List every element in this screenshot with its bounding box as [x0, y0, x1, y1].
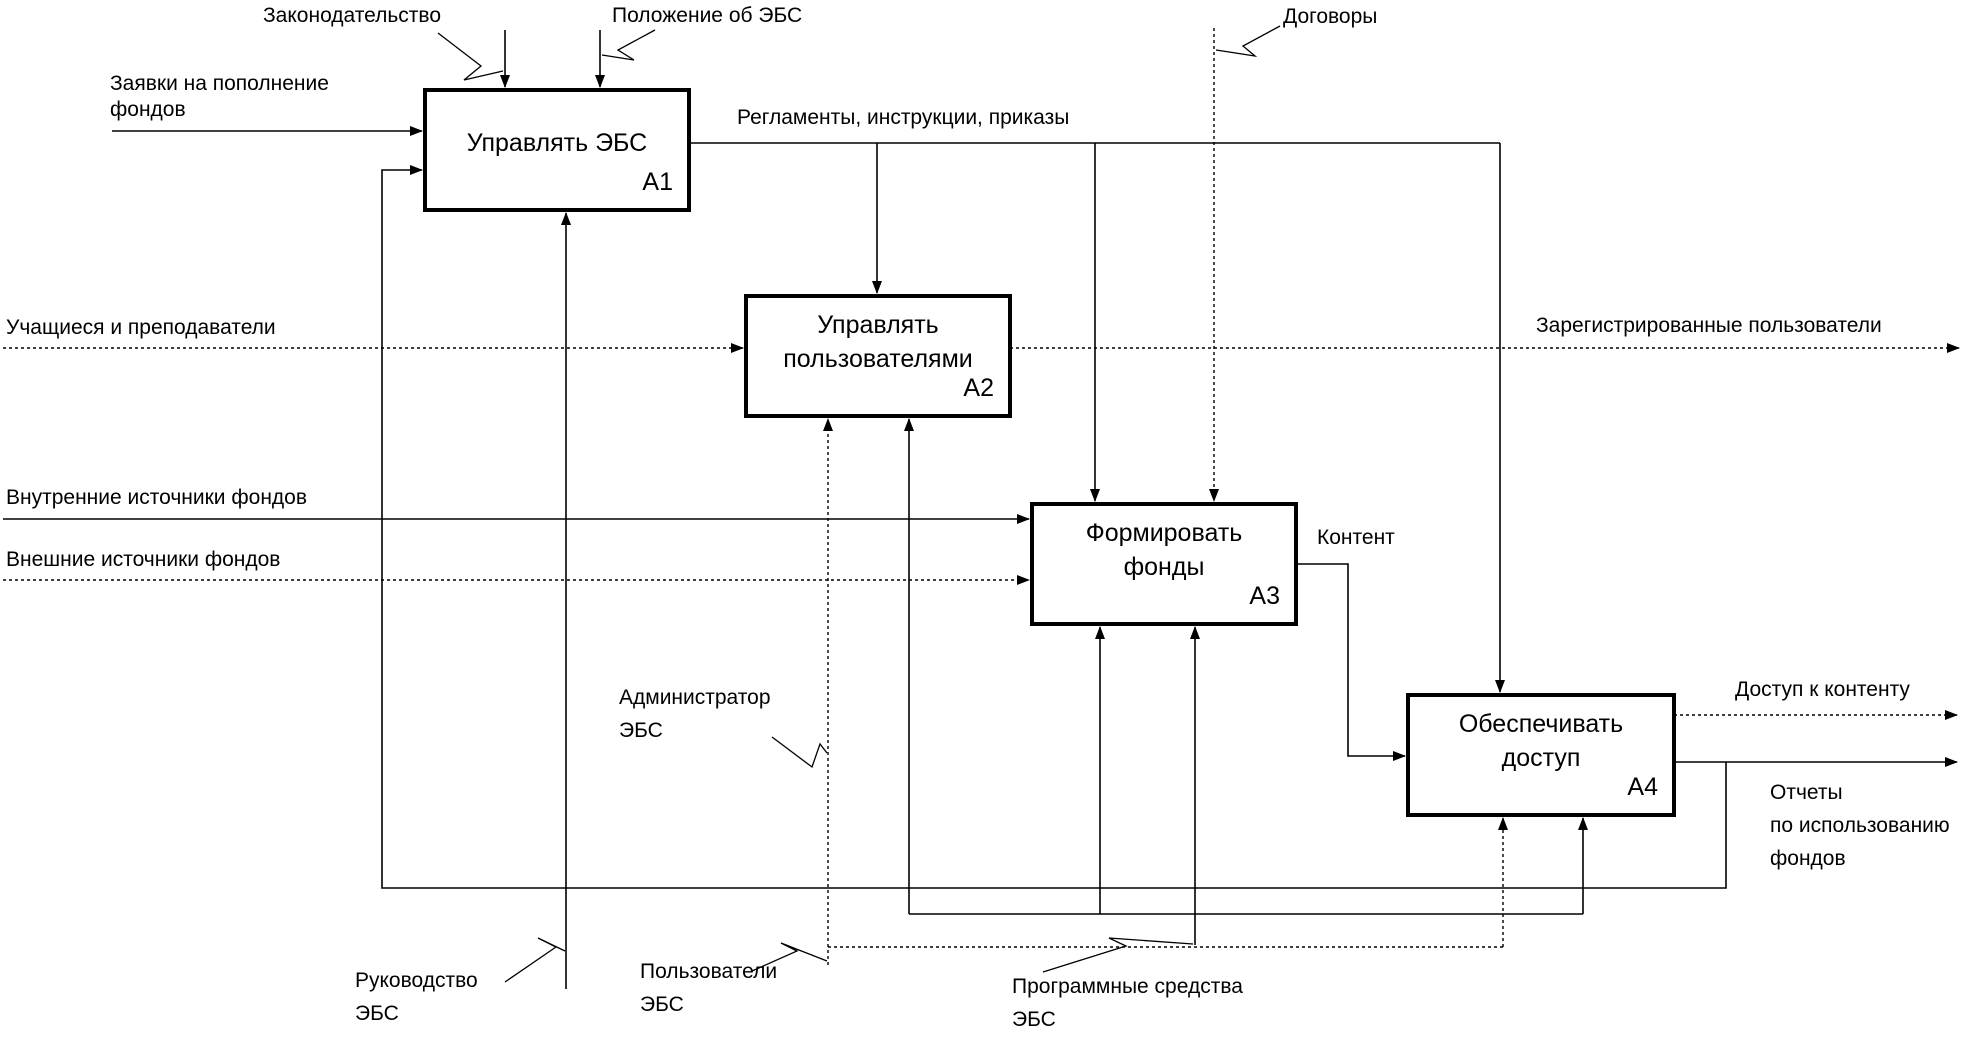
activity-box-a2	[744, 294, 1012, 418]
arrow-shared-mechanism	[904, 418, 1588, 915]
squiggle-contracts	[1215, 25, 1281, 57]
arrow-regulations	[689, 142, 1505, 693]
label-users-line2: ЭБС	[640, 993, 684, 1016]
activity-a2-code: А2	[963, 374, 994, 402]
label-external-sources: Внешние источники фондов	[6, 548, 281, 571]
label-replenish-line2: фондов	[110, 98, 186, 121]
arrow-software-mechanism	[1042, 626, 1200, 973]
squiggle-legislation	[437, 32, 504, 81]
arrow-management-mechanism	[504, 212, 571, 989]
activity-a3-title-line2: фонды	[1123, 553, 1205, 581]
squiggle-ebs-regulation	[601, 29, 656, 61]
label-replenish-line1: Заявки на пополнение	[110, 72, 329, 95]
label-management-line2: ЭБС	[355, 1002, 399, 1025]
activity-a4-title-line2: доступ	[1501, 744, 1581, 772]
activity-a4-code: А4	[1627, 773, 1658, 801]
label-software-line2: ЭБС	[1012, 1008, 1056, 1031]
arrow-contracts	[1209, 25, 1281, 502]
label-students: Учащиеся и преподаватели	[6, 316, 276, 339]
label-reports-line3: фондов	[1770, 847, 1846, 870]
arrow-legislation	[437, 30, 510, 88]
activity-box-a3	[1030, 502, 1298, 626]
label-management-line1: Руководство	[355, 969, 478, 992]
label-ebs-regulation: Положение об ЭБС	[612, 4, 803, 27]
activity-a1-title: Управлять ЭБС	[466, 129, 648, 157]
label-software-line1: Программные средства	[1012, 975, 1243, 998]
arrow-users-admin-mechanism	[751, 418, 1508, 972]
activity-box-a4	[1406, 693, 1676, 817]
activity-a2-title-line2: пользователями	[783, 345, 973, 373]
label-users-line1: Пользователи	[640, 960, 778, 983]
label-contracts: Договоры	[1283, 5, 1378, 28]
label-content: Контент	[1317, 526, 1395, 549]
label-regulations: Регламенты, инструкции, приказы	[737, 106, 1070, 129]
squiggle-management	[504, 937, 566, 983]
squiggle-admin	[771, 736, 828, 769]
activity-a3-code: А3	[1249, 582, 1280, 610]
activity-a4-title-line1: Обеспечивать	[1458, 710, 1624, 738]
label-internal-sources: Внутренние источники фондов	[6, 486, 308, 509]
arrow-reports-feedback	[381, 165, 1727, 889]
label-reports-line1: Отчеты	[1770, 781, 1843, 804]
label-admin-line1: Администратор	[619, 686, 771, 709]
squiggle-software	[1042, 937, 1194, 973]
label-legislation: Законодательство	[263, 4, 442, 27]
label-access: Доступ к контенту	[1735, 678, 1910, 701]
activity-a1-code: А1	[642, 168, 673, 196]
label-registered-users: Зарегистрированные пользователи	[1536, 314, 1882, 337]
arrow-ebs-regulation	[595, 29, 656, 88]
activity-a2-title-line1: Управлять	[817, 311, 939, 339]
label-admin-line2: ЭБС	[619, 719, 663, 742]
activity-box-a1	[423, 88, 691, 212]
squiggle-users	[751, 942, 828, 972]
activity-a3-title-line1: Формировать	[1085, 519, 1243, 547]
label-reports-line2: по использованию	[1770, 814, 1950, 837]
arrow-content	[1296, 563, 1406, 761]
